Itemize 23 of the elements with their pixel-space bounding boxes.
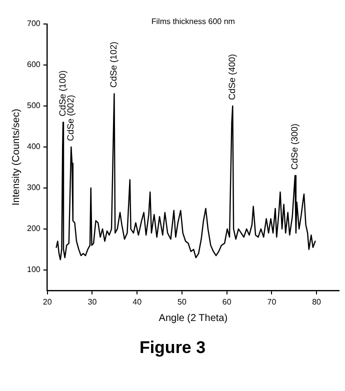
annotation: CdSe (102) [108,42,119,88]
annotation: CdSe (100) [58,70,68,116]
x-tick-label: 30 [88,297,98,306]
y-tick-label: 400 [26,142,41,152]
y-tick-label: 500 [26,101,41,110]
annotation: CdSe (002) [66,94,76,141]
y-tick-label: 300 [26,183,41,192]
x-tick-label: 40 [132,297,142,306]
x-tick-label: 70 [267,297,277,306]
y-axis-title: Intensity (Counts/sec) [10,108,22,206]
chart-title: Films thickness 600 nm [151,17,236,26]
y-tick-label: 600 [26,60,41,70]
x-axis-title: Angle (2 Theta) [158,312,228,324]
x-tick-label: 80 [312,297,322,306]
x-tick-label: 20 [42,297,52,306]
y-tick-label: 200 [26,224,41,234]
x-tick-label: 50 [178,297,187,306]
x-tick-label: 60 [222,297,232,306]
caption: Figure 3 [138,338,207,358]
annotation: CdSe (400) [227,54,238,100]
y-tick-label: 700 [26,19,41,28]
annotation: CdSe (300) [290,124,300,170]
y-tick-label: 100 [26,265,41,274]
